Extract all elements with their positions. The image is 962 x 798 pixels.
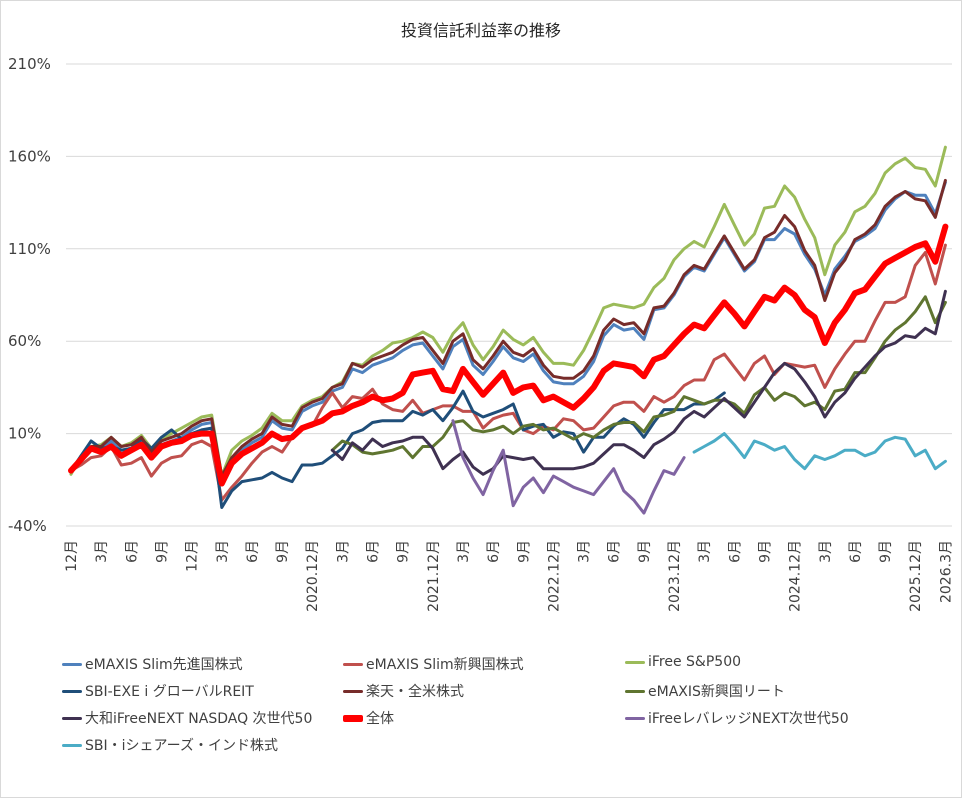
legend-item[interactable]: eMAXIS Slim先進国株式 xyxy=(62,654,243,674)
legend-swatch xyxy=(625,689,645,693)
x-tick-label: 3月 xyxy=(818,540,834,563)
x-tick-label: 6月 xyxy=(366,540,382,563)
x-tick-label: 6月 xyxy=(607,540,623,563)
series-line-2 xyxy=(69,145,947,478)
x-tick-label: 12月 xyxy=(64,540,80,572)
y-axis-tick-labels: 210% 160% 110% 60% 10% -40% xyxy=(8,55,51,535)
x-tick-label: 2025.12月 xyxy=(908,540,924,612)
legend-swatch xyxy=(625,660,645,664)
legend-item[interactable]: 全体 xyxy=(343,708,394,728)
y-tick-label: 160% xyxy=(8,147,51,165)
x-tick-label: 3月 xyxy=(456,540,472,563)
x-tick-label: 3月 xyxy=(215,540,231,563)
legend-label: SBI-EXE i グローバルREIT xyxy=(85,684,254,700)
x-tick-label: 2020.12月 xyxy=(305,540,321,612)
legend-swatch xyxy=(343,689,363,693)
legend-label: eMAXIS新興国リート xyxy=(648,684,785,700)
series-line-9 xyxy=(692,432,947,471)
series-line-8 xyxy=(451,419,686,515)
series-line-7 xyxy=(68,223,949,487)
y-tick-label: -40% xyxy=(8,517,47,535)
legend-item[interactable]: eMAXIS新興国リート xyxy=(625,681,785,701)
legend-item[interactable]: iFreeレバレッジNEXT次世代50 xyxy=(625,708,849,728)
legend-label: iFreeレバレッジNEXT次世代50 xyxy=(648,711,849,727)
x-tick-label: 6月 xyxy=(245,540,261,563)
x-tick-label: 9月 xyxy=(878,540,894,563)
legend-label: 大和iFreeNEXT NASDAQ 次世代50 xyxy=(85,711,313,727)
legend-item[interactable]: SBI・iシェアーズ・インド株式 xyxy=(62,735,278,755)
legend-item[interactable]: eMAXIS Slim新興国株式 xyxy=(343,654,524,674)
x-axis-tick-labels: 12月 3月 6月 9月 12月 3月 6月 9月 2020.12月 3月 6月 9月 2021.12月… xyxy=(64,540,954,612)
legend-label: 全体 xyxy=(366,711,394,727)
y-tick-label: 210% xyxy=(8,55,51,73)
x-tick-label: 6月 xyxy=(727,540,743,563)
x-tick-label: 6月 xyxy=(486,540,502,563)
x-tick-label: 9月 xyxy=(637,540,653,563)
legend-swatch xyxy=(62,662,82,666)
legend-label: iFree S&P500 xyxy=(648,654,742,670)
series-line-1 xyxy=(69,243,947,502)
legend-item[interactable]: 楽天・全米株式 xyxy=(343,681,464,701)
legend-label: SBI・iシェアーズ・インド株式 xyxy=(85,738,278,754)
x-tick-label: 9月 xyxy=(516,540,532,563)
x-tick-label: 9月 xyxy=(396,540,412,563)
legend-swatch xyxy=(62,743,82,747)
legend-swatch xyxy=(343,714,363,722)
y-tick-label: 110% xyxy=(8,240,51,258)
legend-swatch xyxy=(62,689,82,693)
legend-swatch xyxy=(343,662,363,666)
legend-label: 楽天・全米株式 xyxy=(366,684,464,700)
x-tick-label: 2022.12月 xyxy=(546,540,562,612)
x-tick-label: 2024.12月 xyxy=(788,540,804,612)
legend-label: eMAXIS Slim新興国株式 xyxy=(366,657,524,673)
legend-item[interactable]: 大和iFreeNEXT NASDAQ 次世代50 xyxy=(62,708,312,728)
y-tick-label: 10% xyxy=(8,425,41,443)
x-tick-label: 2026.3月 xyxy=(938,540,954,603)
x-tick-label: 9月 xyxy=(757,540,773,563)
x-tick-label: 2021.12月 xyxy=(426,540,442,612)
x-tick-label: 9月 xyxy=(154,540,170,563)
legend-item[interactable]: SBI-EXE i グローバルREIT xyxy=(62,681,254,701)
x-tick-label: 2023.12月 xyxy=(667,540,683,612)
series-line-6 xyxy=(330,289,947,476)
y-tick-label: 60% xyxy=(8,332,41,350)
x-tick-label: 3月 xyxy=(577,540,593,563)
legend-item[interactable]: iFree S&P500 xyxy=(625,654,741,670)
x-tick-label: 6月 xyxy=(124,540,140,563)
legend-swatch xyxy=(62,716,82,720)
x-tick-label: 9月 xyxy=(275,540,291,563)
series-line-5 xyxy=(330,295,947,460)
legend-swatch xyxy=(625,716,645,720)
x-tick-label: 3月 xyxy=(335,540,351,563)
gridlines xyxy=(66,63,952,527)
series-lines xyxy=(68,145,949,515)
x-tick-label: 3月 xyxy=(697,540,713,563)
legend-label: eMAXIS Slim先進国株式 xyxy=(85,657,243,673)
chart-title: 投資信託利益率の推移 xyxy=(400,21,561,40)
x-tick-label: 12月 xyxy=(185,540,201,572)
x-tick-label: 6月 xyxy=(848,540,864,563)
x-tick-label: 3月 xyxy=(94,540,110,563)
